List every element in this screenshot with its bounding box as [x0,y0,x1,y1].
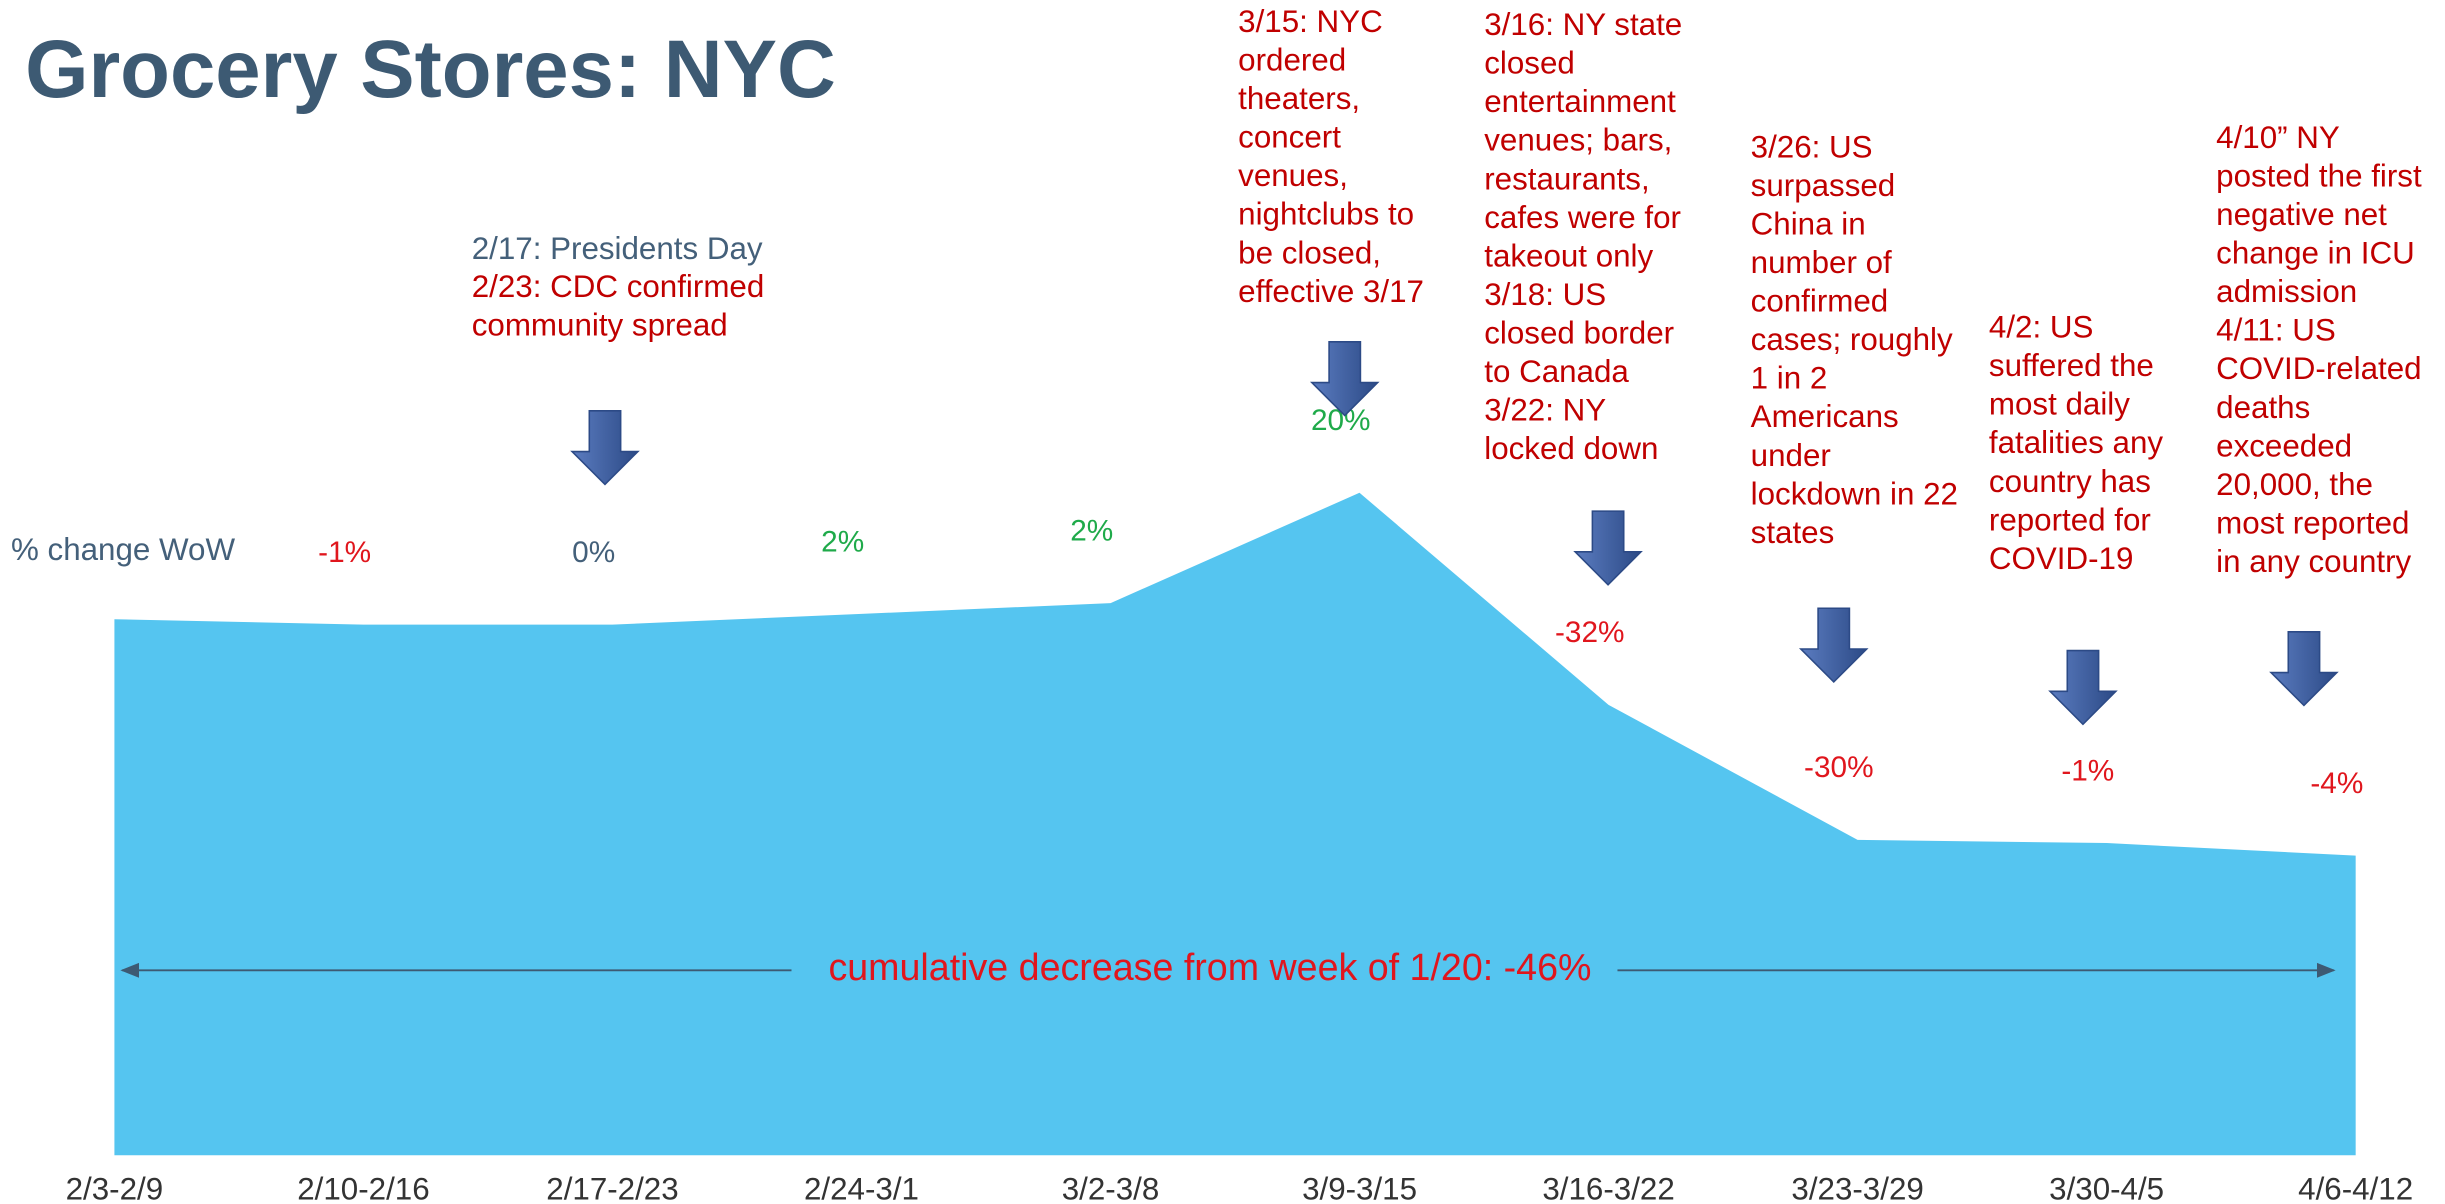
annotation-text: be closed, [1238,235,1381,270]
annotation-text: negative net [2216,197,2387,232]
annotation-text: cases; roughly [1751,322,1953,357]
annotation-text: community spread [472,307,728,342]
axis-label: % change WoW [11,532,235,567]
area [114,492,2356,1156]
arrow-icon [2048,649,2118,726]
arrow-icon [1573,510,1643,586]
x-tick-label: 3/30-4/5 [2049,1172,2164,1204]
annotation-text: COVID-related [2216,351,2421,386]
annotation-text: country has [1989,464,2151,499]
annotation-text: takeout only [1484,238,1653,273]
x-tick-label: 3/23-3/29 [1791,1172,1923,1204]
annotation-text: 1 in 2 [1751,361,1828,396]
annotation-text: 3/15: NYC [1238,4,1383,39]
data-label: 2% [821,525,864,558]
x-tick-label: 2/24-3/1 [804,1172,919,1204]
x-tick-label: 2/10-2/16 [297,1172,429,1204]
data-label: -30% [1804,751,1873,784]
annotation-text: lockdown in 22 [1751,476,1958,511]
data-label: -1% [318,536,371,569]
annotation-text: theaters, [1238,81,1360,116]
annotation-text: 3/22: NY [1484,393,1606,428]
annotation-text: change in ICU [2216,236,2415,271]
arrow-icon [2269,630,2339,707]
annotation-text: suffered the [1989,348,2154,383]
data-label: -1% [2061,754,2114,787]
annotation-text: 3/18: US [1484,277,1606,312]
annotation-text: Americans [1751,399,1899,434]
annotation-text: fatalities any [1989,425,2163,460]
x-tick-label: 3/2-3/8 [1062,1172,1160,1204]
annotation-text: locked down [1484,431,1658,466]
annotation-text: cafes were for [1484,200,1681,235]
annotation-text: 20,000, the [2216,467,2373,502]
annotation-text: 4/11: US [2216,313,2336,348]
annotation-text: closed [1484,46,1575,81]
annotation-text: in any country [2216,544,2411,579]
x-tick-label: 4/6-4/12 [2298,1172,2413,1204]
data-label: -32% [1555,616,1625,649]
arrow-icon [570,410,640,486]
annotation-text: posted the first [2216,158,2422,193]
annotation-text: 4/2: US [1989,310,2093,345]
annotation-text: under [1751,438,1831,473]
x-tick-label: 3/9-3/15 [1302,1172,1417,1204]
x-tick-label: 3/16-3/22 [1542,1172,1674,1204]
data-label: -4% [2310,767,2363,800]
annotation-text: closed border [1484,316,1674,351]
annotation-text: venues; bars, [1484,123,1672,158]
annotation-text: most reported [2216,505,2409,540]
annotation-text: number of [1751,245,1892,280]
annotation-text: 2/17: Presidents Day [472,231,763,266]
annotation-text: reported for [1989,502,2151,537]
x-tick-label: 2/17-2/23 [546,1172,678,1204]
arrow-icon [1309,341,1380,417]
annotation-text: restaurants, [1484,161,1649,196]
annotation-text: confirmed [1751,284,1889,319]
annotation-text: 3/16: NY state [1484,7,1682,42]
x-tick-label: 2/3-2/9 [66,1172,164,1204]
annotation-text: effective 3/17 [1238,274,1424,309]
annotation-text: to Canada [1484,354,1629,389]
summary-text: cumulative decrease from week of 1/20: -… [828,946,1591,988]
data-label: 2% [1070,514,1113,547]
annotation-text: China in [1751,206,1866,241]
annotation-text: exceeded [2216,428,2352,463]
chart-title: Grocery Stores: NYC [25,24,836,115]
annotation-text: 2/23: CDC confirmed [472,269,765,304]
annotation-text: nightclubs to [1238,197,1414,232]
annotation-text: admission [2216,274,2357,309]
annotation-text: states [1751,515,1835,550]
annotation-text: deaths [2216,390,2310,425]
annotation-text: venues, [1238,158,1348,193]
data-label: 0% [572,536,615,569]
annotation-text: entertainment [1484,84,1676,119]
annotation-text: surpassed [1751,168,1896,203]
annotation-text: concert [1238,120,1341,155]
annotation-text: 3/26: US [1751,129,1873,164]
arrow-icon [1798,607,1869,684]
annotation-text: most daily [1989,387,2130,422]
annotation-text: ordered [1238,43,1346,78]
annotation-text: 4/10” NY [2216,120,2340,155]
annotation-text: COVID-19 [1989,541,2134,576]
